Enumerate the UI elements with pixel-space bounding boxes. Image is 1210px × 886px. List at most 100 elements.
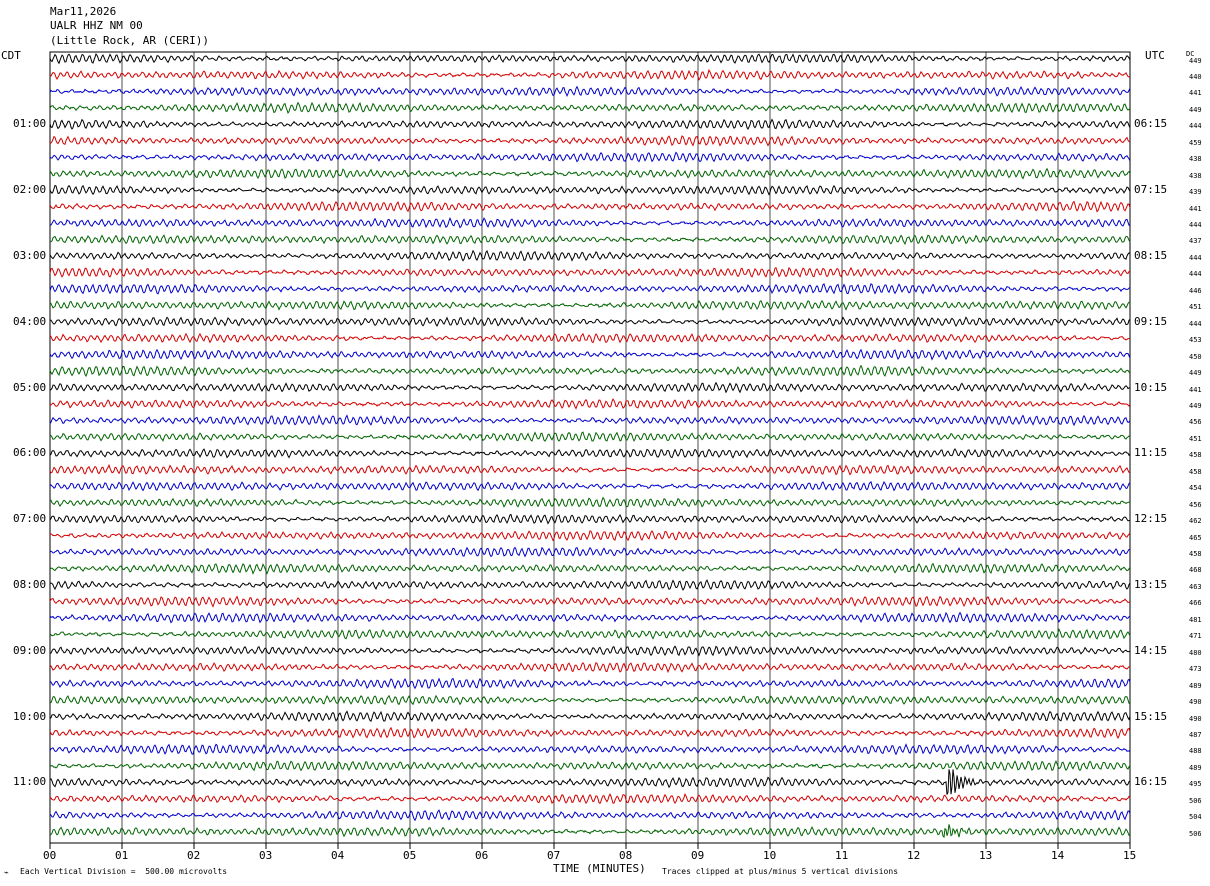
utc-hour-label: 06:15 bbox=[1134, 117, 1168, 131]
seismic-trace bbox=[49, 332, 1131, 344]
dc-offset-header: DC bbox=[1186, 50, 1195, 58]
cdt-hour-label: 11:00 bbox=[13, 775, 47, 789]
dc-offset-label: 487 bbox=[1189, 730, 1202, 739]
utc-hour-label: 12:15 bbox=[1134, 512, 1168, 526]
left-timezone-label: CDT bbox=[1, 49, 21, 62]
seismic-trace bbox=[49, 431, 1131, 442]
dc-offset-label: 506 bbox=[1189, 796, 1202, 805]
seismic-trace bbox=[49, 513, 1131, 525]
seismic-trace bbox=[49, 481, 1131, 492]
x-tick-label: 13 bbox=[979, 849, 993, 862]
seismic-trace bbox=[49, 760, 1131, 772]
dc-offset-label: 473 bbox=[1189, 665, 1202, 674]
seismic-trace bbox=[49, 348, 1131, 361]
cdt-hour-label: 02:00 bbox=[13, 183, 47, 197]
dc-offset-label: 463 bbox=[1189, 582, 1202, 591]
plot-frame bbox=[49, 51, 1131, 844]
seismic-trace bbox=[49, 283, 1131, 295]
seismic-trace bbox=[49, 414, 1131, 427]
seismic-trace bbox=[49, 546, 1131, 558]
dc-offset-label: 490 bbox=[1189, 698, 1202, 707]
dc-offset-label: 449 bbox=[1189, 56, 1202, 65]
seismic-trace bbox=[49, 530, 1131, 542]
seismic-trace bbox=[49, 135, 1131, 147]
utc-hour-label: 13:15 bbox=[1134, 577, 1168, 591]
cdt-hour-label: 06:00 bbox=[13, 446, 47, 460]
dc-offset-label: 449 bbox=[1189, 105, 1202, 114]
dc-offset-label: 444 bbox=[1189, 270, 1202, 279]
seismic-trace bbox=[49, 792, 1131, 805]
cdt-hour-label: 07:00 bbox=[13, 512, 47, 526]
dc-offset-label: 438 bbox=[1189, 155, 1202, 164]
seismic-trace bbox=[49, 316, 1131, 328]
x-tick-label: 06 bbox=[475, 849, 489, 862]
dc-offset-label: 439 bbox=[1189, 188, 1202, 197]
seismic-trace bbox=[49, 151, 1131, 163]
dc-offset-label: 453 bbox=[1189, 336, 1202, 345]
seismic-trace bbox=[49, 710, 1131, 723]
seismic-trace bbox=[49, 595, 1131, 608]
utc-hour-label: 14:15 bbox=[1134, 643, 1168, 657]
dc-offset-label: 466 bbox=[1189, 599, 1202, 608]
seismic-trace bbox=[49, 85, 1131, 98]
scale-icon: ⌁ bbox=[4, 868, 9, 877]
cdt-hour-label: 05:00 bbox=[13, 380, 47, 394]
x-tick-label: 05 bbox=[403, 849, 417, 862]
dc-offset-label: 506 bbox=[1189, 829, 1202, 838]
seismic-trace bbox=[49, 628, 1131, 640]
dc-offset-label: 451 bbox=[1189, 434, 1202, 443]
seismic-trace bbox=[49, 562, 1131, 575]
seismic-trace bbox=[49, 694, 1131, 706]
dc-offset-label: 441 bbox=[1189, 385, 1202, 394]
cdt-hour-label: 01:00 bbox=[13, 117, 47, 131]
dc-offset-label: 462 bbox=[1189, 517, 1202, 526]
seismic-trace bbox=[49, 101, 1131, 114]
seismic-trace bbox=[49, 743, 1131, 756]
dc-offset-label: 489 bbox=[1189, 763, 1202, 772]
utc-hour-label: 15:15 bbox=[1134, 709, 1168, 723]
seismic-trace bbox=[49, 266, 1131, 278]
cdt-hour-label: 08:00 bbox=[13, 577, 47, 591]
dc-offset-label: 458 bbox=[1189, 467, 1202, 476]
dc-offset-label: 441 bbox=[1189, 89, 1202, 98]
seismic-trace bbox=[49, 824, 1131, 839]
seismic-trace bbox=[49, 381, 1130, 394]
dc-offset-label: 449 bbox=[1189, 369, 1202, 378]
seismic-trace bbox=[49, 769, 1131, 795]
seismic-trace bbox=[49, 645, 1131, 657]
dc-offset-label: 440 bbox=[1189, 72, 1202, 81]
dc-offset-label: 504 bbox=[1189, 813, 1202, 822]
dc-offset-label: 495 bbox=[1189, 780, 1202, 789]
x-tick-label: 07 bbox=[547, 849, 561, 862]
dc-offset-label: 488 bbox=[1189, 747, 1202, 756]
dc-offset-label: 441 bbox=[1189, 204, 1202, 213]
dc-offset-label: 459 bbox=[1189, 138, 1202, 147]
seismic-trace bbox=[49, 726, 1131, 740]
seismic-trace bbox=[49, 448, 1131, 459]
seismic-trace bbox=[49, 677, 1131, 690]
record-date: Mar11,2026 bbox=[50, 5, 117, 18]
dc-offset-label: 444 bbox=[1189, 221, 1202, 229]
seismic-trace bbox=[49, 234, 1131, 246]
cdt-hour-label: 03:00 bbox=[13, 248, 47, 262]
seismic-trace bbox=[49, 200, 1131, 213]
x-tick-label: 10 bbox=[763, 849, 777, 862]
x-tick-label: 01 bbox=[115, 849, 129, 862]
utc-hour-label: 11:15 bbox=[1134, 446, 1168, 460]
utc-hour-label: 16:15 bbox=[1134, 775, 1168, 789]
x-tick-label: 15 bbox=[1123, 849, 1137, 862]
seismic-trace bbox=[49, 167, 1131, 180]
clip-note: Traces clipped at plus/minus 5 vertical … bbox=[662, 867, 899, 876]
dc-offset-label: 444 bbox=[1189, 253, 1202, 262]
x-tick-label: 02 bbox=[187, 849, 201, 862]
dc-offset-label: 480 bbox=[1189, 648, 1202, 657]
seismic-trace bbox=[49, 398, 1131, 410]
station-location: (Little Rock, AR (CERI)) bbox=[50, 34, 209, 47]
seismic-trace bbox=[49, 364, 1131, 378]
dc-offset-label: 454 bbox=[1189, 484, 1202, 493]
utc-hour-label: 09:15 bbox=[1134, 314, 1168, 328]
scale-note: Each Vertical Division = 500.00 microvol… bbox=[20, 867, 228, 876]
x-tick-label: 03 bbox=[259, 849, 273, 862]
seismic-trace bbox=[49, 809, 1131, 822]
